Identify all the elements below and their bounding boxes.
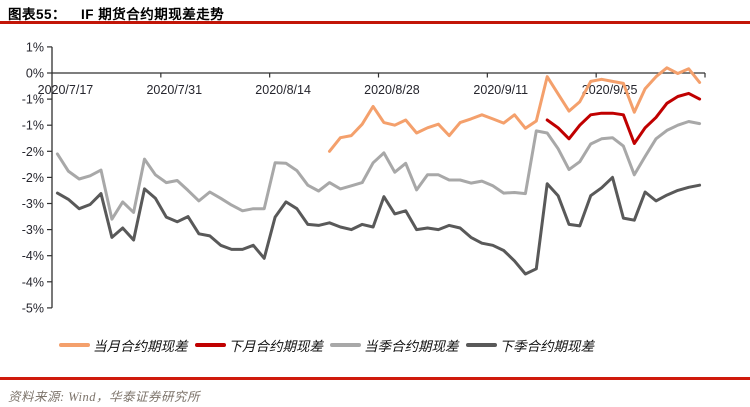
y-tick-label: -3% bbox=[22, 223, 44, 237]
y-tick-label: -4% bbox=[22, 275, 44, 289]
legend-label-next-quarter: 下季合约期现差 bbox=[499, 339, 595, 354]
legend-swatch-current-month bbox=[59, 343, 90, 347]
x-tick-label: 2020/7/17 bbox=[38, 83, 94, 97]
legend-label-next-month: 下月合约期现差 bbox=[228, 339, 324, 354]
figure-title: IF 期货合约期现差走势 bbox=[81, 7, 225, 22]
y-tick-label: -1% bbox=[22, 119, 44, 133]
title-underline-rule bbox=[0, 21, 750, 24]
x-tick-label: 2020/9/11 bbox=[473, 83, 528, 97]
y-tick-label: -5% bbox=[22, 301, 44, 315]
legend-swatch-current-quarter bbox=[330, 343, 361, 347]
figure-header: 图表55： IF 期货合约期现差走势 bbox=[8, 3, 224, 23]
series-line-current-quarter-basis bbox=[55, 120, 702, 221]
legend-label-current-quarter: 当季合约期现差 bbox=[364, 339, 459, 354]
figure-number-label: 图表55： bbox=[8, 7, 67, 22]
legend-item-current-quarter: 当季合约期现差 bbox=[330, 335, 459, 355]
legend-item-next-month: 下月合约期现差 bbox=[194, 335, 324, 355]
data-source: 资料来源: Wind，华泰证券研究所 bbox=[8, 390, 200, 404]
legend-swatch-next-quarter bbox=[465, 343, 497, 347]
y-tick-label: -1% bbox=[22, 93, 44, 107]
legend-item-next-quarter: 下季合约期现差 bbox=[465, 335, 595, 355]
y-tick-label: -2% bbox=[22, 145, 44, 159]
y-tick-label: -3% bbox=[22, 197, 44, 211]
legend-label-current-month: 当月合约期现差 bbox=[93, 339, 188, 354]
footer-rule bbox=[0, 377, 750, 380]
x-tick-label: 2020/8/28 bbox=[364, 83, 420, 97]
legend-swatch-next-month bbox=[194, 343, 226, 347]
chart-legend: 当月合约期现差 下月合约期现差 当季合约期现差 下季合约期现差 bbox=[59, 336, 594, 354]
series-line-next-month-basis bbox=[545, 91, 702, 145]
basis-line-chart: 1% 0% -1% -1% -2% -2% -3% -3% -4% -4% -5% 2020/7/17… bbox=[22, 40, 706, 315]
y-tick-label: -2% bbox=[22, 171, 44, 185]
y-tick-label: 1% bbox=[26, 40, 44, 54]
series-line-next-quarter-basis bbox=[55, 175, 702, 276]
legend-item-current-month: 当月合约期现差 bbox=[59, 335, 188, 355]
series-line-current-month-basis bbox=[328, 66, 702, 153]
y-tick-label: -4% bbox=[22, 249, 44, 263]
y-tick-label: 0% bbox=[26, 67, 44, 81]
x-tick-label: 2020/8/14 bbox=[255, 83, 311, 97]
x-tick-label: 2020/7/31 bbox=[146, 83, 202, 97]
